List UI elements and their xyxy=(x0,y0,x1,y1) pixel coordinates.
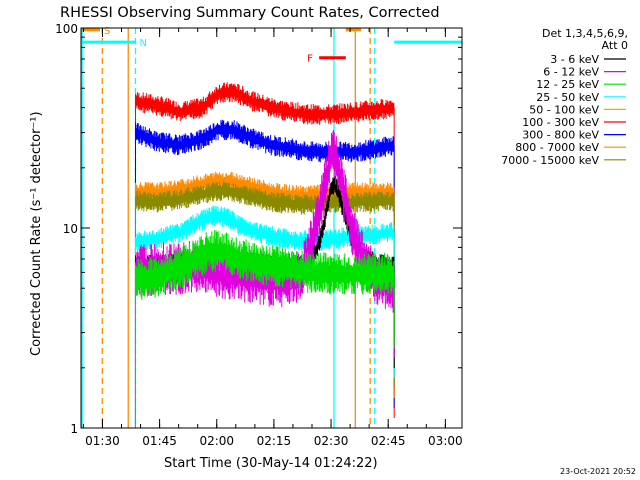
x-axis-label: Start Time (30-May-14 01:24:22) xyxy=(164,456,378,471)
legend-entry-label: 100 - 300 keV xyxy=(522,116,599,129)
x-tick-label: 02:15 xyxy=(257,434,292,448)
series-line xyxy=(135,128,395,153)
legend-entry-label: 800 - 7000 keV xyxy=(515,141,599,154)
x-tick-label: 01:30 xyxy=(85,434,120,448)
flag-label-s: S xyxy=(104,26,110,37)
y-axis-label: Corrected Count Rate (s⁻¹ detector⁻¹) xyxy=(29,111,44,356)
series-line xyxy=(135,91,395,116)
chart-title: RHESSI Observing Summary Count Rates, Co… xyxy=(60,5,440,21)
y-tick-label: 100 xyxy=(55,22,78,36)
x-tick-label: 02:00 xyxy=(199,434,234,448)
flag-label-n: N xyxy=(139,38,146,49)
plot-frame xyxy=(80,27,463,429)
y-tick-label: 1 xyxy=(70,422,78,436)
legend-header-1: Att 0 xyxy=(602,39,628,52)
legend-entry-label: 25 - 50 keV xyxy=(536,91,599,104)
legend-header-0: Det 1,3,4,5,6,9, xyxy=(542,27,628,40)
legend-entry-label: 300 - 800 keV xyxy=(522,129,599,142)
legend-entry-label: 7000 - 15000 keV xyxy=(501,154,599,167)
x-tick-label: 02:45 xyxy=(371,434,406,448)
legend-entry-label: 3 - 6 keV xyxy=(550,53,599,66)
series-12-25-kev xyxy=(134,230,395,428)
x-tick-label: 01:45 xyxy=(142,434,177,448)
y-tick-label: 10 xyxy=(63,222,78,236)
x-tick-label: 03:00 xyxy=(428,434,463,448)
flag-label-f: F xyxy=(307,54,313,65)
series-line xyxy=(135,249,395,281)
legend-entry-label: 50 - 100 keV xyxy=(529,103,599,116)
footer-date: 23-Oct-2021 20:52 xyxy=(560,467,636,476)
x-tick-label: 02:30 xyxy=(314,434,349,448)
series-line xyxy=(135,148,395,289)
legend-entry-label: 12 - 25 keV xyxy=(536,78,599,91)
series-line xyxy=(135,180,395,197)
series-line xyxy=(135,190,395,206)
legend-entry-label: 6 - 12 keV xyxy=(543,66,599,79)
